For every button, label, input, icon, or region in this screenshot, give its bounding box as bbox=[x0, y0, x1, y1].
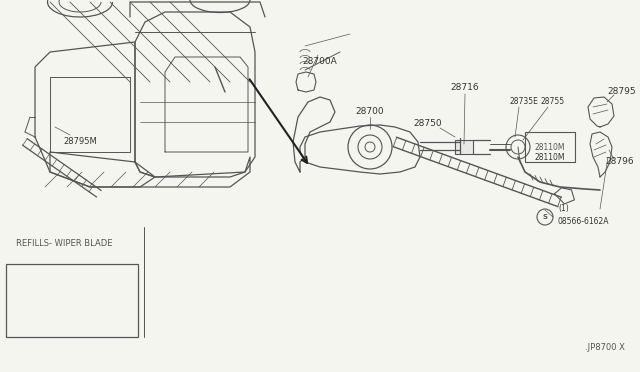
Text: REFILLS- WIPER BLADE: REFILLS- WIPER BLADE bbox=[16, 239, 113, 248]
Text: 28796: 28796 bbox=[605, 157, 634, 167]
Text: 28735E: 28735E bbox=[509, 97, 538, 106]
Text: 28700: 28700 bbox=[356, 108, 384, 116]
Text: 28795: 28795 bbox=[608, 87, 636, 96]
Text: 08566-6162A: 08566-6162A bbox=[558, 218, 609, 227]
Bar bbox=[6, 264, 138, 337]
Text: (1): (1) bbox=[558, 205, 569, 214]
Text: .JP8700 X: .JP8700 X bbox=[585, 343, 625, 352]
Text: 28110M: 28110M bbox=[535, 142, 565, 151]
Text: S: S bbox=[543, 214, 547, 220]
Bar bbox=[455, 140, 473, 154]
Bar bbox=[525, 132, 575, 162]
Text: 28750: 28750 bbox=[413, 119, 442, 128]
Text: 28716: 28716 bbox=[451, 83, 479, 92]
Text: 28110M: 28110M bbox=[535, 153, 565, 161]
Text: 28700A: 28700A bbox=[303, 58, 337, 67]
Text: 28795M: 28795M bbox=[63, 138, 97, 147]
Text: 28755: 28755 bbox=[541, 97, 565, 106]
